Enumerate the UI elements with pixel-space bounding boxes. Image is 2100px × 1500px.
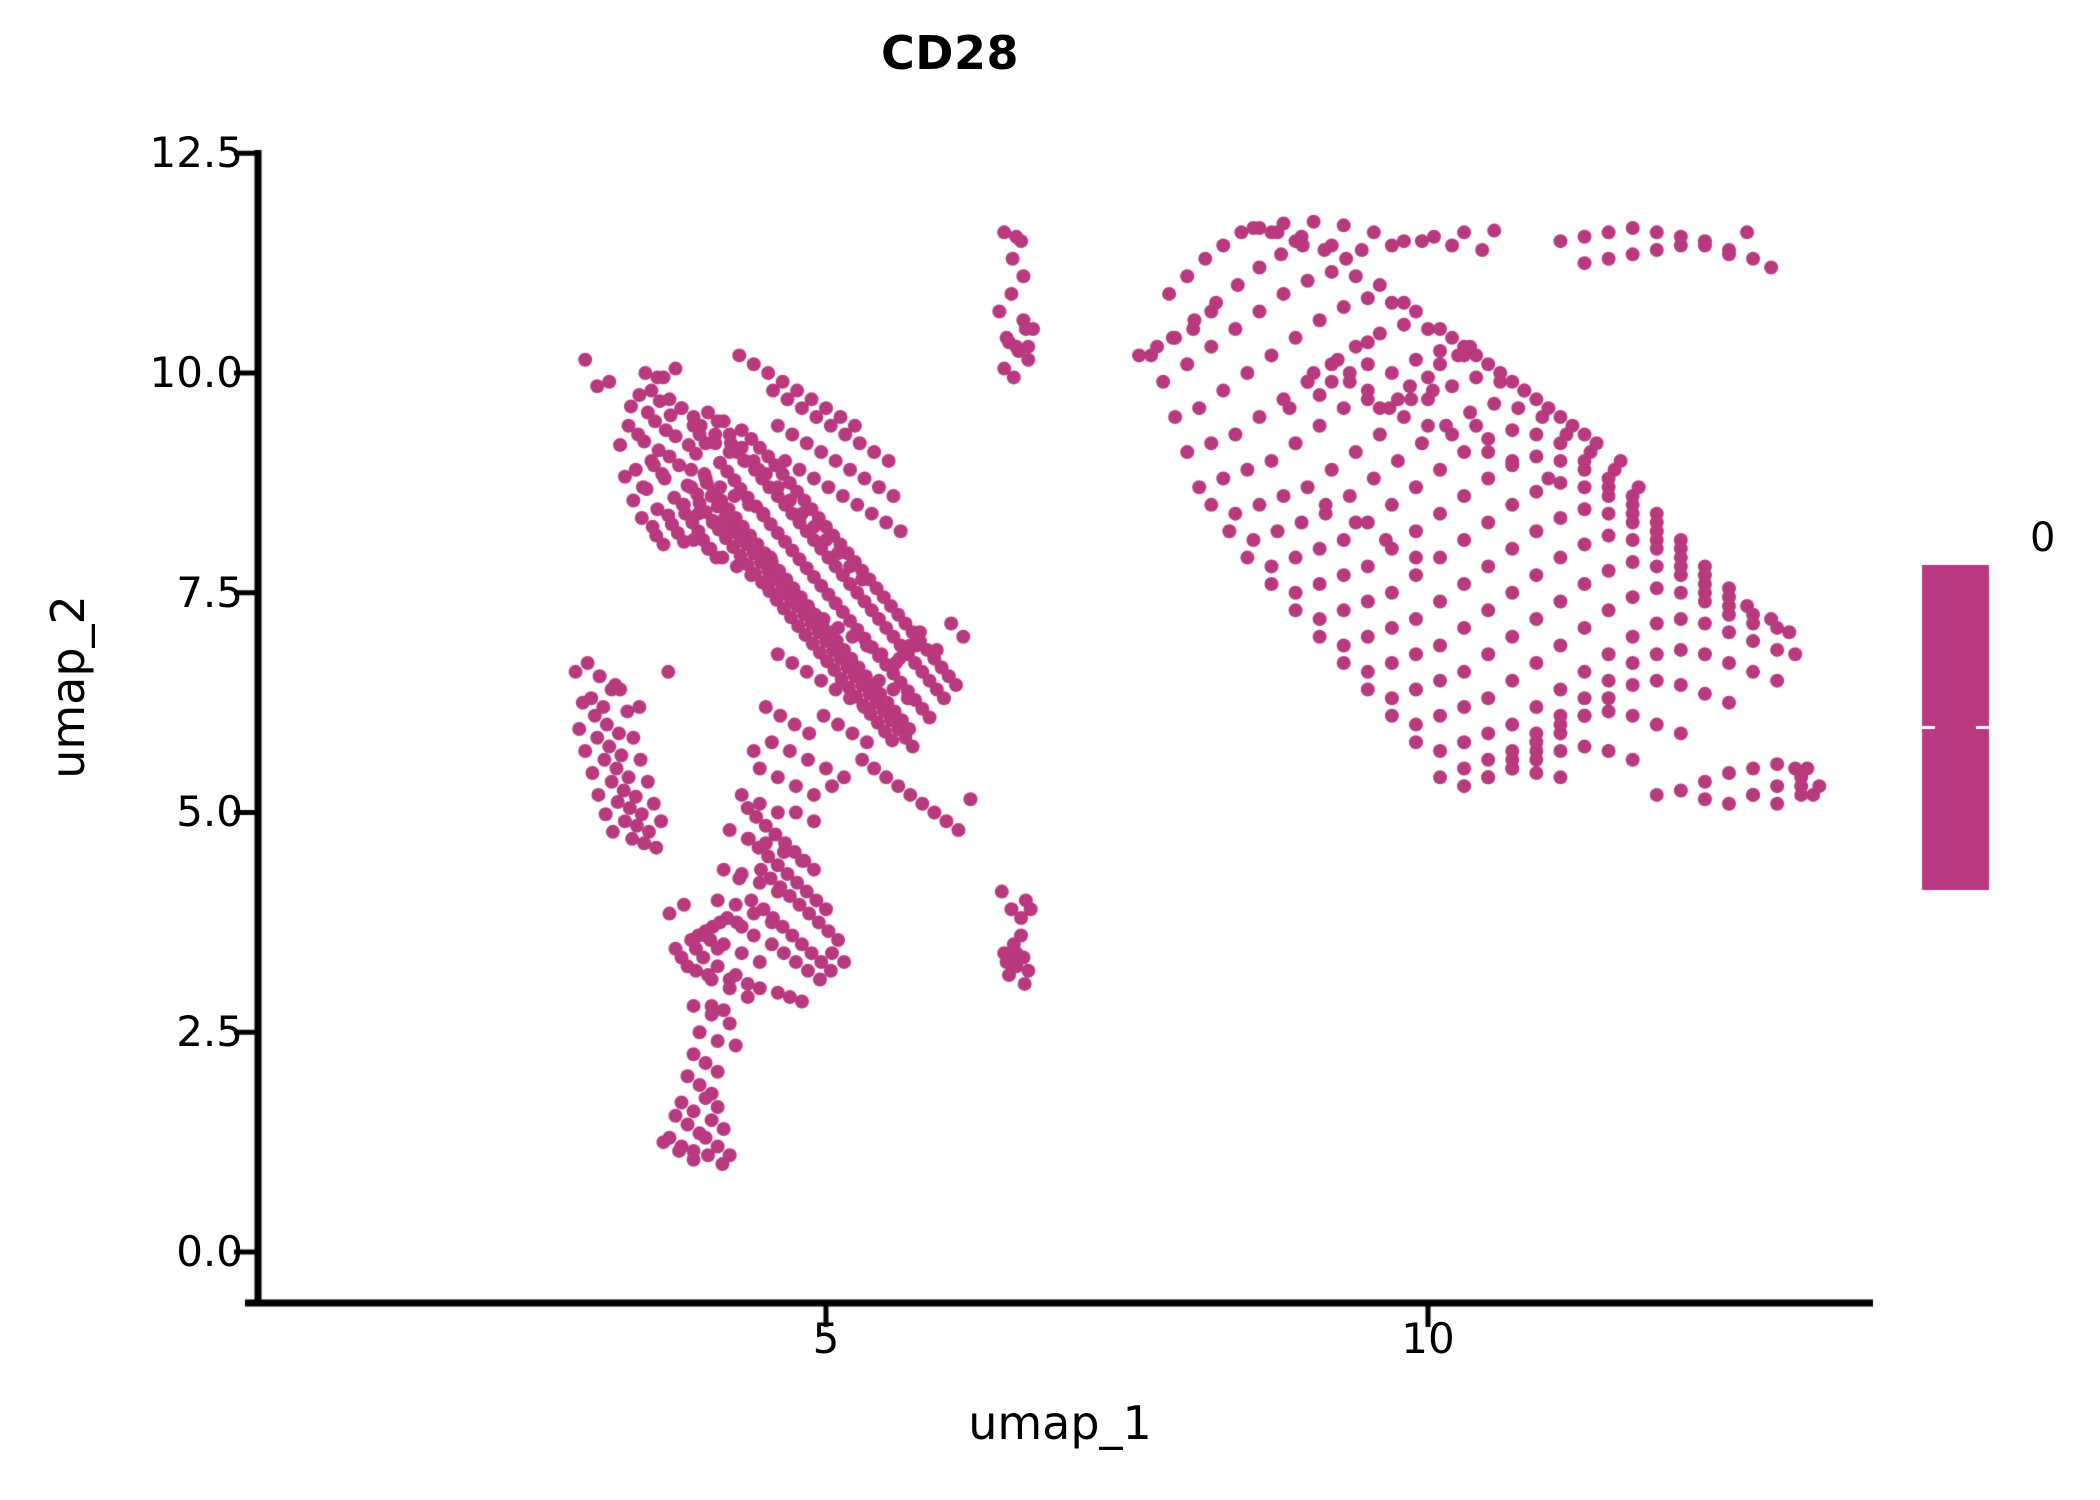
y-tick-label-5: 12.5 bbox=[149, 128, 243, 177]
y-tick-label-4: 10.0 bbox=[149, 348, 243, 397]
x-axis-label: umap_1 bbox=[968, 1396, 1152, 1450]
y-tick-label-0: 0.0 bbox=[176, 1227, 243, 1276]
x-tick-label-0: 5 bbox=[812, 1314, 840, 1363]
y-tick-label-2: 5.0 bbox=[176, 787, 243, 836]
colorbar-tick-label: 0 bbox=[2030, 515, 2056, 561]
y-tick-label-1: 2.5 bbox=[176, 1007, 243, 1056]
x-tick-label-1: 10 bbox=[1401, 1314, 1455, 1363]
y-tick-label-3: 7.5 bbox=[176, 568, 243, 617]
